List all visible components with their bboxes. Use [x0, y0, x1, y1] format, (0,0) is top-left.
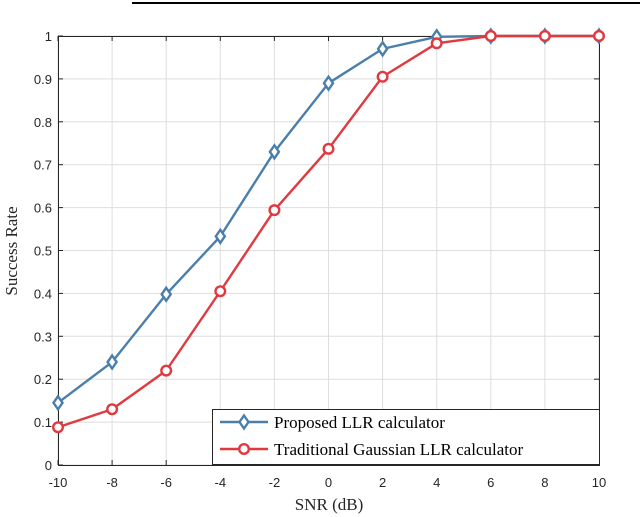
- series-2-point: [376, 70, 389, 83]
- x-tick-label: -6: [160, 475, 172, 490]
- legend-entry-1: Proposed LLR calculator: [220, 413, 445, 432]
- series-2: [52, 30, 606, 434]
- y-axis-label: Success Rate: [2, 206, 21, 295]
- series-1-point: [268, 143, 281, 161]
- series-1-point: [160, 285, 173, 303]
- series-2-point: [106, 403, 119, 416]
- legend: Proposed LLR calculator Traditional Gauss…: [212, 409, 600, 465]
- series-2-point: [160, 364, 173, 377]
- y-tick-label: 0.2: [34, 372, 52, 387]
- series-1-point: [214, 227, 227, 245]
- y-tick-label: 0: [45, 458, 52, 473]
- y-tick-label: 0.8: [34, 115, 52, 130]
- legend-marker: [237, 443, 250, 456]
- series-1-point: [106, 353, 119, 371]
- x-tick-label: 2: [379, 475, 386, 490]
- series: [52, 27, 606, 434]
- legend-label: Traditional Gaussian LLR calculator: [274, 440, 523, 459]
- series-1-point: [322, 74, 335, 92]
- series-2-point: [593, 30, 606, 43]
- x-tick-label: -4: [215, 475, 227, 490]
- series-2-point: [484, 30, 497, 43]
- y-tick-label: 0.3: [34, 329, 52, 344]
- x-tick-label: 6: [487, 475, 494, 490]
- series-2-point: [52, 421, 65, 434]
- x-axis-label: SNR (dB): [295, 495, 363, 514]
- x-tick-label: 0: [325, 475, 332, 490]
- y-tick-label: 1: [45, 29, 52, 44]
- y-tick-label: 0.5: [34, 244, 52, 259]
- series-2-point: [538, 30, 551, 43]
- series-2-point: [214, 285, 227, 298]
- y-tick-label: 0.7: [34, 158, 52, 173]
- y-tick-label: 0.6: [34, 201, 52, 216]
- y-tick-label: 0.9: [34, 72, 52, 87]
- legend-label: Proposed LLR calculator: [274, 413, 445, 432]
- x-tick-label: -10: [49, 475, 68, 490]
- legend-entry-2: Traditional Gaussian LLR calculator: [220, 440, 523, 459]
- y-tick-label: 0.1: [34, 415, 52, 430]
- series-2-point: [268, 204, 281, 217]
- x-tick-label: -8: [106, 475, 118, 490]
- y-tick-label: 0.4: [34, 286, 52, 301]
- x-tick-labels: -10 -8 -6 -4 -2 0 2 4 6 8 10: [49, 475, 607, 490]
- series-1-point: [52, 394, 64, 412]
- x-tick-label: 4: [433, 475, 440, 490]
- series-2-point: [322, 142, 335, 155]
- legend-marker: [238, 413, 250, 431]
- y-tick-labels: 0 0.1 0.2 0.3 0.4 0.5 0.6 0.7 0.8 0.9 1: [34, 29, 52, 473]
- x-tick-label: 10: [592, 475, 606, 490]
- x-tick-label: 8: [541, 475, 548, 490]
- series-1-point: [376, 40, 389, 58]
- grid-lines: [57, 35, 600, 466]
- x-tick-label: -2: [269, 475, 281, 490]
- series-2-point: [430, 37, 443, 50]
- legend-box: [212, 409, 600, 465]
